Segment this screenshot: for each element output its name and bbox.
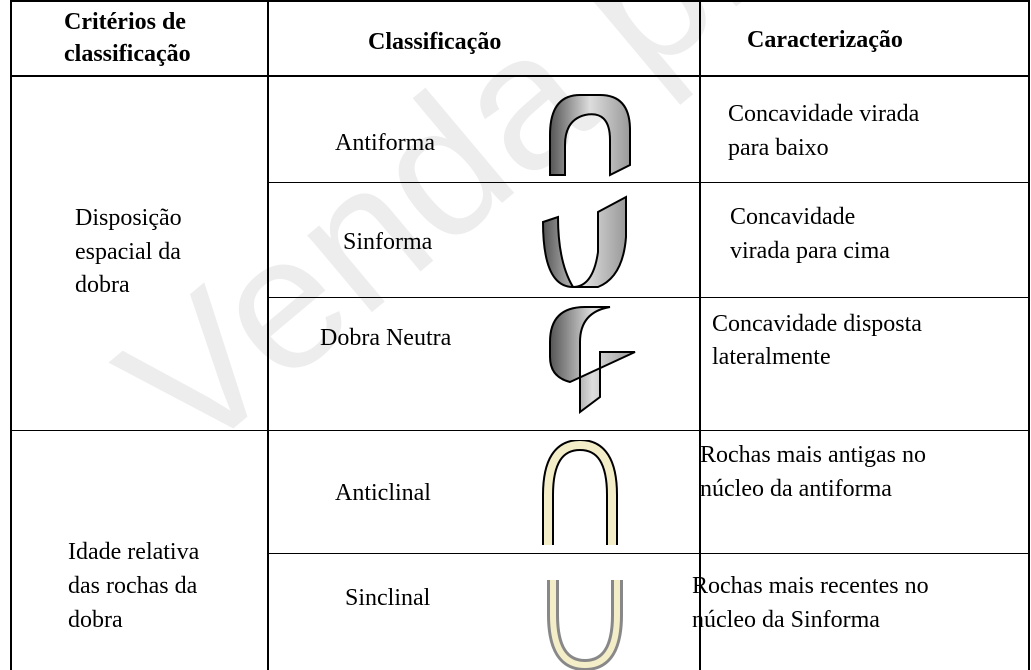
synform-icon [541,195,627,289]
header-cell: Caracterização [747,27,903,53]
header-cell: Critérios de [64,9,186,35]
description: para baixo [728,135,829,161]
description: Rochas mais antigas no [700,442,926,468]
anticline-icon [542,440,618,545]
criterion: Idade relativa [68,539,200,565]
description: núcleo da antiforma [700,476,892,502]
classification: Sinclinal [345,585,431,611]
header-cell: classificação [64,41,191,67]
description: Concavidade virada [728,101,920,127]
description: virada para cima [730,238,890,264]
border [1028,0,1030,670]
classification: Sinforma [343,229,433,255]
border [267,0,269,670]
criterion: espacial da [75,239,181,265]
border [10,0,1030,2]
criterion: dobra [75,272,130,298]
criterion: dobra [68,607,123,633]
border [10,75,1030,77]
classification: Antiforma [335,130,435,156]
border [10,430,1030,431]
header-cell: Classificação [368,29,502,55]
syncline-icon [547,580,623,670]
neutral-fold-icon [549,306,636,414]
description: núcleo da Sinforma [692,607,880,633]
border [267,297,1030,298]
description: Concavidade [730,204,856,230]
classification: Anticlinal [335,480,431,506]
description: lateralmente [712,344,831,370]
antiform-icon [549,94,631,177]
criterion: Disposição [75,205,182,231]
border [699,0,701,670]
criterion: das rochas da [68,573,198,599]
border [267,553,1030,554]
description: Concavidade disposta [712,311,922,337]
border [10,0,12,670]
description: Rochas mais recentes no [692,573,929,599]
border [267,182,1030,183]
classification: Dobra Neutra [320,325,452,351]
